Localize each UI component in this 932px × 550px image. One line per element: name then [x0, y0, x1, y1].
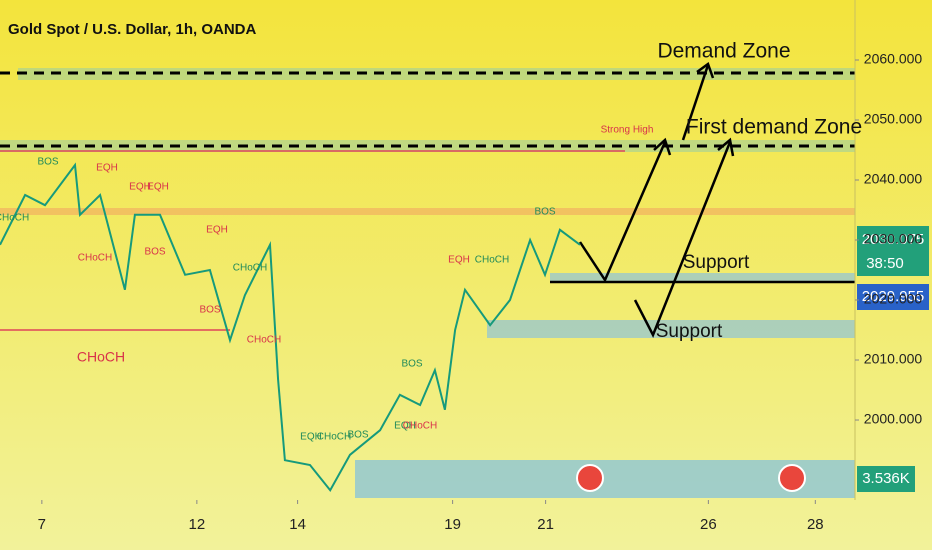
annotation: BOS — [347, 430, 368, 441]
support-zone — [550, 273, 855, 283]
annotation: CHoCH — [233, 263, 267, 274]
last-price: 2030.075 — [862, 231, 925, 248]
annotation: EQH — [147, 182, 169, 193]
bid-price: 2029.955 — [862, 288, 925, 305]
annotation: Strong High — [601, 125, 654, 136]
zone-label: Support — [656, 321, 723, 342]
last-price-badge — [857, 226, 929, 276]
annotation: BOS — [37, 157, 58, 168]
price-line — [0, 162, 581, 492]
x-tick-label: 21 — [537, 516, 554, 533]
x-tick-label: 7 — [38, 516, 46, 533]
annotation: CHoCH — [78, 253, 112, 264]
event-icon[interactable] — [576, 464, 604, 492]
annotation: BOS — [401, 359, 422, 370]
annotation: CHoCH — [77, 349, 125, 365]
x-tick-label: 19 — [444, 516, 461, 533]
y-tick-label: 2000.000 — [864, 411, 923, 427]
arrowhead — [653, 137, 672, 156]
event-icon[interactable] — [778, 464, 806, 492]
demand-zone — [18, 68, 855, 80]
countdown: 38:50 — [866, 255, 904, 272]
x-tick-label: 28 — [807, 516, 824, 533]
arrowhead — [717, 137, 735, 157]
y-tick-label: 2040.000 — [864, 171, 923, 187]
annotation: EQH — [300, 432, 322, 443]
y-tick-label: 2030.000 — [864, 231, 923, 247]
zone-label: Support — [683, 252, 750, 273]
arrowhead — [696, 62, 715, 79]
y-tick-label: 2060.000 — [864, 51, 923, 67]
annotation: CHoCH — [475, 255, 509, 266]
annotation: EQH — [448, 255, 470, 266]
annotation: BOS — [199, 305, 220, 316]
annotation: CHoCH — [317, 432, 351, 443]
annotation: EQH — [96, 163, 118, 174]
annotation: CHoCH — [403, 421, 437, 432]
x-tick-label: 26 — [700, 516, 717, 533]
bid-badge — [857, 284, 929, 310]
arrow — [578, 141, 667, 283]
arrow — [681, 64, 710, 141]
annotation: CHoCH — [0, 213, 29, 224]
volume-badge — [857, 466, 915, 492]
x-tick-label: 12 — [189, 516, 206, 533]
annotation: EQH — [129, 182, 151, 193]
annotation: BOS — [534, 207, 555, 218]
y-tick-label: 2050.000 — [864, 111, 923, 127]
chart-title: Gold Spot / U.S. Dollar, 1h, OANDA — [8, 21, 257, 38]
y-tick-label: 2010.000 — [864, 351, 923, 367]
resistance-zone — [0, 208, 855, 215]
annotation: CHoCH — [247, 335, 281, 346]
bottom-zone — [355, 460, 855, 498]
support-zone — [487, 320, 855, 338]
zone-label: Demand Zone — [657, 40, 790, 63]
volume-label: 3.536K — [862, 470, 910, 487]
annotation: EQH — [394, 421, 416, 432]
y-tick-label: 2020.000 — [864, 291, 923, 307]
arrow — [633, 141, 732, 339]
annotation: BOS — [144, 247, 165, 258]
zone-label: First demand Zone — [686, 116, 862, 139]
x-tick-label: 14 — [289, 516, 306, 533]
annotation: EQH — [206, 225, 228, 236]
